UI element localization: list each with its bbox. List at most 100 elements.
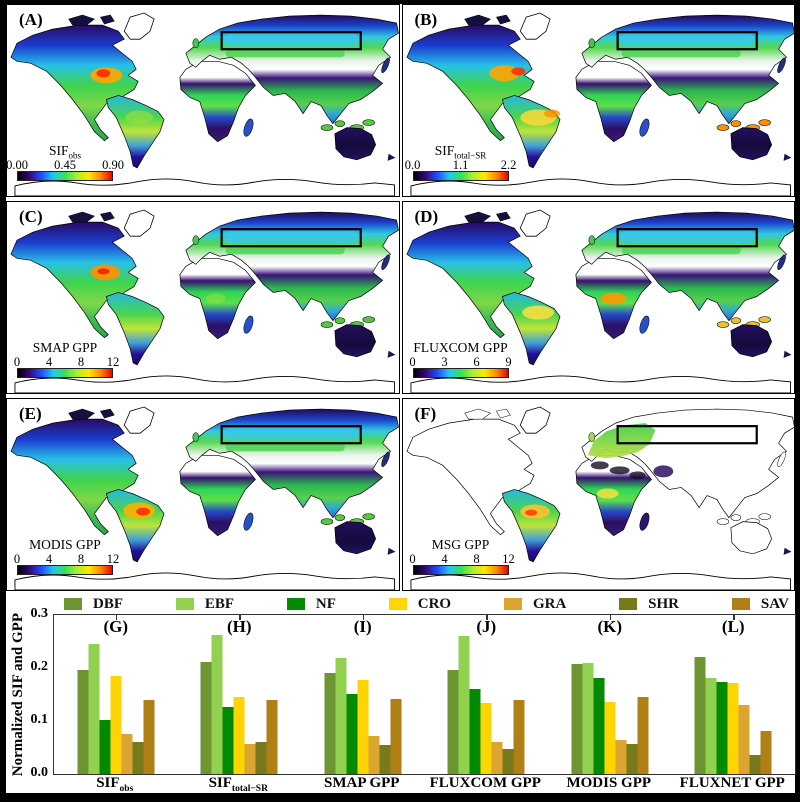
bar-dbf (694, 656, 706, 774)
colorbar-gradient (412, 565, 509, 575)
bar-group-g: (G) (54, 615, 178, 774)
colorbar: MSG GPP 0 4 8 12 (409, 537, 515, 575)
map-panel-b: (B) SIFtotal−SR 0.0 1.1 2.2 (401, 4, 795, 197)
legend-swatch (286, 598, 305, 610)
map-panel-e: (E) MODIS GPP 0 4 8 12 (6, 398, 400, 591)
colorbar-tick: 4 (45, 355, 53, 369)
colorbar-title: SMAP GPP (32, 340, 98, 355)
legend-item-cro: CRO (388, 596, 451, 613)
group-label: (J) (476, 617, 497, 636)
legend-item-sav: SAV (731, 596, 789, 613)
colorbar-tick: 6 (473, 355, 480, 369)
colorbar-tick: 0 (409, 355, 416, 369)
bar-cro (480, 702, 492, 774)
colorbar-title: SIFobs (48, 143, 82, 161)
colorbar-ticks: 0 4 8 12 (409, 552, 514, 566)
colorbar: SIFobs 0.00 0.45 0.90 (7, 143, 124, 181)
x-axis-label: FLUXNET GPP (679, 775, 785, 791)
y-tick-label: 0.3 (30, 606, 49, 621)
bar-cro (357, 679, 369, 774)
colorbar: SMAP GPP 0 4 8 12 (13, 340, 119, 378)
bar-cluster (324, 658, 402, 774)
colorbar-tick: 0 (13, 355, 21, 369)
panel-label: (D) (414, 207, 439, 226)
y-tick-label: 0.0 (30, 765, 49, 780)
legend-label: SHR (648, 595, 680, 612)
bar-shr (502, 749, 514, 774)
bar-nf (469, 688, 481, 774)
colorbar-tick: 0.90 (102, 158, 124, 172)
legend-swatch (64, 598, 82, 610)
bar-nf (346, 693, 358, 774)
colorbar-tick: 12 (106, 552, 120, 566)
bar-dbf (200, 661, 212, 774)
bar-shr (255, 741, 267, 774)
colorbar-title: FLUXCOM GPP (413, 340, 508, 355)
colorbar-ticks: 0.0 1.1 2.2 (405, 158, 517, 172)
vegetation-legend: DBF EBF NF CRO GRA SHR SAV (64, 594, 789, 614)
colorbar-tick: 2.2 (500, 158, 517, 172)
colorbar-tick: 9 (505, 355, 512, 369)
legend-item-gra: GRA (503, 595, 567, 613)
bar-sav (143, 700, 155, 774)
colorbar-gradient (17, 368, 113, 378)
panel-label: (B) (414, 10, 438, 29)
colorbar-tick: 0.0 (404, 158, 421, 172)
colorbar-title: MODIS GPP (29, 537, 101, 552)
y-tick-label: 0.1 (30, 712, 49, 727)
bar-group-j: (J) (425, 615, 549, 774)
legend-item-dbf: DBF (64, 596, 123, 613)
map-panel-c: (C) SMAP GPP 0 4 8 12 (6, 201, 400, 394)
colorbar-gradient (17, 565, 113, 575)
x-axis-labels: SIFobs SIFtotal−SR SMAP GPP FLUXCOM GPP MODI… (53, 775, 794, 795)
bar-group-l: (L) (672, 615, 796, 774)
colorbar-gradient (17, 171, 113, 181)
colorbar-tick: 0.45 (54, 158, 76, 172)
bar-cluster (571, 662, 649, 774)
colorbar-ticks: 0 4 8 12 (14, 552, 119, 566)
bar-nf (99, 720, 111, 774)
bar-cluster (200, 635, 278, 774)
map-grid: (A) SIFobs 0.00 0.45 0.90 (B) SIFtotal−SR 0.0 1… (6, 4, 795, 591)
bar-cluster (447, 636, 525, 774)
legend-swatch (731, 598, 750, 610)
legend-swatch (388, 598, 407, 610)
x-axis-label: FLUXCOM GPP (429, 775, 541, 791)
bar-nf (222, 706, 234, 774)
colorbar-tick: 12 (502, 552, 515, 566)
legend-label: GRA (532, 595, 567, 612)
bar-cro (233, 697, 245, 774)
legend-item-ebf: EBF (175, 595, 235, 613)
colorbar: SIFtotal−SR 0.0 1.1 2.2 (405, 143, 517, 181)
bar-chart-plot: Normalized SIF and GPP 0.0 0.1 0.2 0.3 (G) (H… (10, 606, 796, 780)
colorbar-tick: 4 (441, 552, 448, 566)
colorbar-title: SIFtotal−SR (434, 143, 487, 161)
map-panel-f: (F) MSG GPP 0 4 8 12 (401, 398, 795, 591)
colorbar-tick: 12 (106, 355, 120, 369)
map-panel-a: (A) SIFobs 0.00 0.45 0.90 (6, 4, 400, 197)
x-axis-label: SIFtotal−SR (208, 775, 268, 794)
colorbar-title: MSG GPP (431, 537, 490, 552)
figure-canvas: (A) SIFobs 0.00 0.45 0.90 (B) SIFtotal−SR 0.0 1… (6, 4, 796, 795)
legend-label: NF (315, 595, 336, 612)
legend-label: EBF (204, 595, 235, 612)
bar-dbf (324, 672, 336, 774)
colorbar-ticks: 0 3 6 9 (409, 355, 512, 369)
colorbar-tick: 0.00 (6, 158, 28, 172)
colorbar-gradient (412, 368, 509, 378)
bar-sav (390, 698, 402, 774)
bar-cluster (77, 644, 155, 774)
bar-ebf (211, 635, 223, 774)
bar-shr (132, 741, 144, 774)
colorbar-tick: 8 (473, 552, 480, 566)
bar-sav (266, 699, 278, 774)
colorbar-gradient (412, 171, 509, 181)
bar-group-k: (K) (548, 615, 672, 774)
panel-label: (F) (414, 404, 437, 423)
bar-cro (110, 675, 122, 774)
colorbar: FLUXCOM GPP 0 3 6 9 (409, 340, 512, 378)
x-axis-label: MODIS GPP (566, 775, 652, 791)
bar-dbf (447, 670, 459, 774)
bar-dbf (571, 663, 583, 774)
